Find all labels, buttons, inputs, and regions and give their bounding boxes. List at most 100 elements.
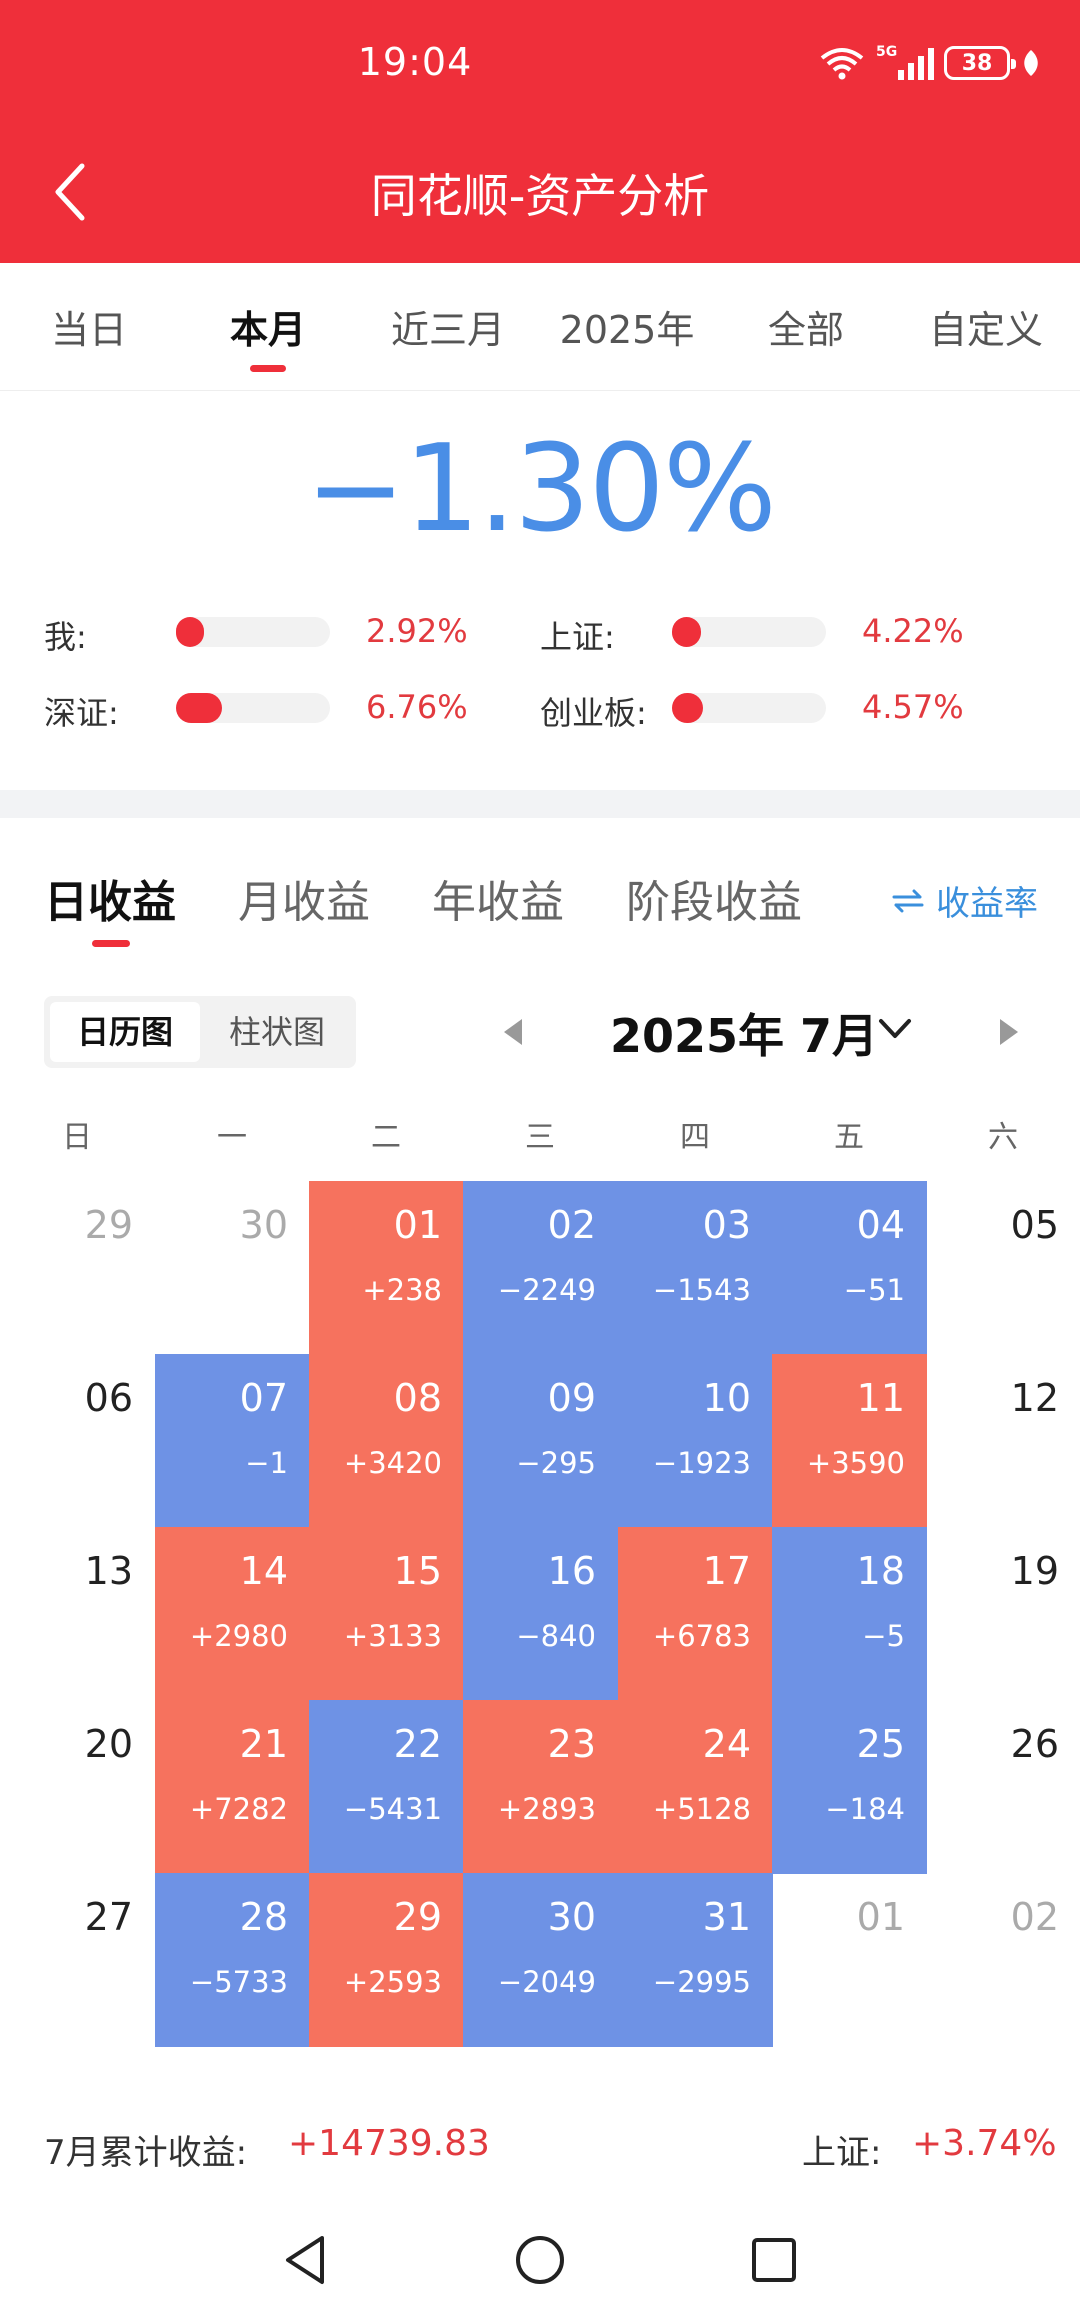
- compare-value-shanghai: 4.22%: [862, 612, 964, 650]
- calendar-day-number: 30: [239, 1203, 288, 1247]
- tab-three-months[interactable]: 近三月: [390, 308, 506, 352]
- active-tab-indicator: [250, 365, 286, 372]
- calendar-day-cell[interactable]: 09 −295: [463, 1354, 618, 1528]
- calendar-day-number: 07: [239, 1376, 288, 1420]
- calendar-day-number: 20: [84, 1722, 133, 1766]
- calendar-day-number: 08: [393, 1376, 442, 1420]
- tab-all[interactable]: 全部: [767, 308, 845, 352]
- calendar-day-cell[interactable]: 03 −1543: [618, 1181, 773, 1355]
- calendar-day-cell[interactable]: 30 −2049: [463, 1873, 618, 2047]
- calendar-day-cell[interactable]: 29: [0, 1181, 155, 1355]
- tab-custom[interactable]: 自定义: [928, 308, 1044, 352]
- calendar-day-cell[interactable]: 12: [926, 1354, 1080, 1528]
- calendar-day-number: 22: [393, 1722, 442, 1766]
- chevron-down-icon[interactable]: [878, 1018, 912, 1040]
- calendar-day-cell[interactable]: 23 +2893: [463, 1700, 618, 1874]
- calendar-day-cell[interactable]: 01 +238: [309, 1181, 464, 1355]
- calendar-day-cell[interactable]: 17 +6783: [618, 1527, 773, 1701]
- calendar-day-cell[interactable]: 18 −5: [772, 1527, 927, 1701]
- month-label[interactable]: 2025年 7月: [610, 1009, 879, 1063]
- calendar-day-profit: −184: [825, 1792, 905, 1826]
- calendar-day-cell[interactable]: 05: [926, 1181, 1080, 1355]
- calendar-view-button[interactable]: 日历图: [50, 1002, 200, 1062]
- calendar-day-cell[interactable]: 20: [0, 1700, 155, 1874]
- calendar-day-profit: +7282: [189, 1792, 288, 1826]
- shanghai-value: +3.74%: [912, 2123, 1057, 2164]
- calendar-day-cell[interactable]: 26: [926, 1700, 1080, 1874]
- calendar-day-cell[interactable]: 15 +3133: [309, 1527, 464, 1701]
- calendar-day-number: 14: [239, 1549, 288, 1593]
- calendar-day-cell[interactable]: 31 −2995: [618, 1873, 773, 2047]
- compare-value-me: 2.92%: [366, 612, 468, 650]
- prev-month-icon[interactable]: [504, 1019, 522, 1045]
- calendar-day-number: 16: [547, 1549, 596, 1593]
- calendar-day-profit: −2249: [497, 1273, 596, 1307]
- cumulative-label: 7月累计收益:: [44, 2133, 248, 2173]
- compare-value-shenzhen: 6.76%: [366, 688, 468, 726]
- calendar-day-profit: +5128: [652, 1792, 751, 1826]
- calendar-day-number: 31: [702, 1895, 751, 1939]
- view-toggle: 日历图 柱状图: [44, 996, 356, 1068]
- bar-view-button[interactable]: 柱状图: [228, 1013, 325, 1051]
- tab-stage-profit[interactable]: 阶段收益: [626, 877, 802, 928]
- calendar-day-cell[interactable]: 02 −2249: [463, 1181, 618, 1355]
- tab-monthly-profit[interactable]: 月收益: [238, 877, 370, 928]
- system-recents-icon[interactable]: [746, 2232, 802, 2288]
- tab-this-month[interactable]: 本月: [229, 308, 307, 352]
- calendar-day-cell[interactable]: 21 +7282: [155, 1700, 310, 1874]
- system-back-icon[interactable]: [278, 2232, 334, 2288]
- wifi-icon: [820, 48, 864, 80]
- calendar-day-cell[interactable]: 14 +2980: [155, 1527, 310, 1701]
- calendar-day-cell[interactable]: 01: [772, 1873, 927, 2047]
- calendar-day-cell[interactable]: 16 −840: [463, 1527, 618, 1701]
- compare-value-chinext: 4.57%: [862, 688, 964, 726]
- calendar-day-cell[interactable]: 08 +3420: [309, 1354, 464, 1528]
- calendar-day-cell[interactable]: 25 −184: [772, 1700, 927, 1874]
- calendar-day-cell[interactable]: 11 +3590: [772, 1354, 927, 1528]
- return-rate-toggle[interactable]: 收益率: [892, 876, 1038, 925]
- calendar-day-cell[interactable]: 29 +2593: [309, 1873, 464, 2047]
- calendar-day-number: 11: [856, 1376, 905, 1420]
- calendar-day-cell[interactable]: 30: [155, 1181, 310, 1355]
- calendar-day-cell[interactable]: 06: [0, 1354, 155, 1528]
- calendar-day-number: 12: [1010, 1376, 1059, 1420]
- compare-label-shenzhen: 深证:: [44, 694, 119, 732]
- tab-daily-profit[interactable]: 日收益: [44, 877, 176, 928]
- calendar-day-cell[interactable]: 28 −5733: [155, 1873, 310, 2047]
- calendar-day-profit: +3420: [343, 1446, 442, 1480]
- compare-bar-chinext: [672, 693, 826, 723]
- calendar-day-profit: −295: [516, 1446, 596, 1480]
- calendar-day-number: 01: [856, 1895, 905, 1939]
- calendar-day-number: 24: [702, 1722, 751, 1766]
- compare-bar-me: [176, 617, 330, 647]
- return-rate-label: 收益率: [936, 884, 1038, 924]
- calendar-day-cell[interactable]: 27: [0, 1873, 155, 2047]
- calendar-day-cell[interactable]: 02: [926, 1873, 1080, 2047]
- calendar-day-profit: −1923: [652, 1446, 751, 1480]
- tab-yearly-profit[interactable]: 年收益: [432, 877, 564, 928]
- status-icons: 5G 38: [818, 44, 1042, 80]
- calendar-day-cell[interactable]: 10 −1923: [618, 1354, 773, 1528]
- profit-tab-indicator: [92, 940, 130, 947]
- compare-bar-shanghai: [672, 617, 826, 647]
- tab-year-2025[interactable]: 2025年: [559, 308, 695, 352]
- calendar-day-cell[interactable]: 24 +5128: [618, 1700, 773, 1874]
- calendar-day-profit: −840: [516, 1619, 596, 1653]
- next-month-icon[interactable]: [1000, 1019, 1018, 1045]
- calendar-day-cell[interactable]: 22 −5431: [309, 1700, 464, 1874]
- calendar-day-cell[interactable]: 07 −1: [155, 1354, 310, 1528]
- tab-today[interactable]: 当日: [50, 308, 128, 352]
- weekday-mon: 一: [217, 1120, 247, 1155]
- compare-label-me: 我:: [44, 618, 87, 656]
- weekday-thu: 四: [680, 1120, 710, 1155]
- cellular-signal-icon: 5G: [876, 44, 934, 80]
- calendar-day-cell[interactable]: 13: [0, 1527, 155, 1701]
- compare-bar-shenzhen: [176, 693, 330, 723]
- weekday-sat: 六: [988, 1120, 1018, 1155]
- system-home-icon[interactable]: [512, 2232, 568, 2288]
- back-arrow-icon[interactable]: [48, 160, 92, 224]
- calendar-day-cell[interactable]: 04 −51: [772, 1181, 927, 1355]
- calendar-day-profit: +2980: [189, 1619, 288, 1653]
- page-title: 同花顺-资产分析: [370, 169, 710, 223]
- calendar-day-cell[interactable]: 19: [926, 1527, 1080, 1701]
